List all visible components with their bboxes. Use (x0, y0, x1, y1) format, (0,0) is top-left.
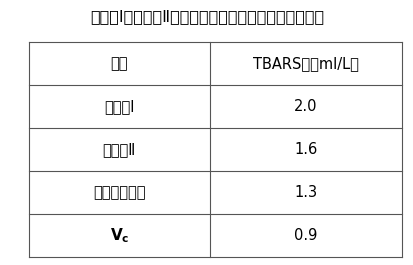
Text: 样品: 样品 (110, 56, 128, 71)
Text: 0.9: 0.9 (293, 228, 316, 243)
Text: 酶解液Ⅰ、酶解液Ⅱ以及成品蕨菜黄酮的抗氧化活性对比: 酶解液Ⅰ、酶解液Ⅱ以及成品蕨菜黄酮的抗氧化活性对比 (90, 9, 323, 24)
Text: 酶解液Ⅰ: 酶解液Ⅰ (104, 99, 134, 114)
Text: $\mathbf{V_c}$: $\mathbf{V_c}$ (109, 226, 129, 245)
Text: TBARS值（ml/L）: TBARS值（ml/L） (252, 56, 358, 71)
Text: 成品蕨菜黄酮: 成品蕨菜黄酮 (93, 185, 145, 200)
Text: 2.0: 2.0 (293, 99, 317, 114)
Text: 酶解液Ⅱ: 酶解液Ⅱ (102, 142, 136, 157)
Text: 1.3: 1.3 (293, 185, 316, 200)
Text: 1.6: 1.6 (293, 142, 316, 157)
